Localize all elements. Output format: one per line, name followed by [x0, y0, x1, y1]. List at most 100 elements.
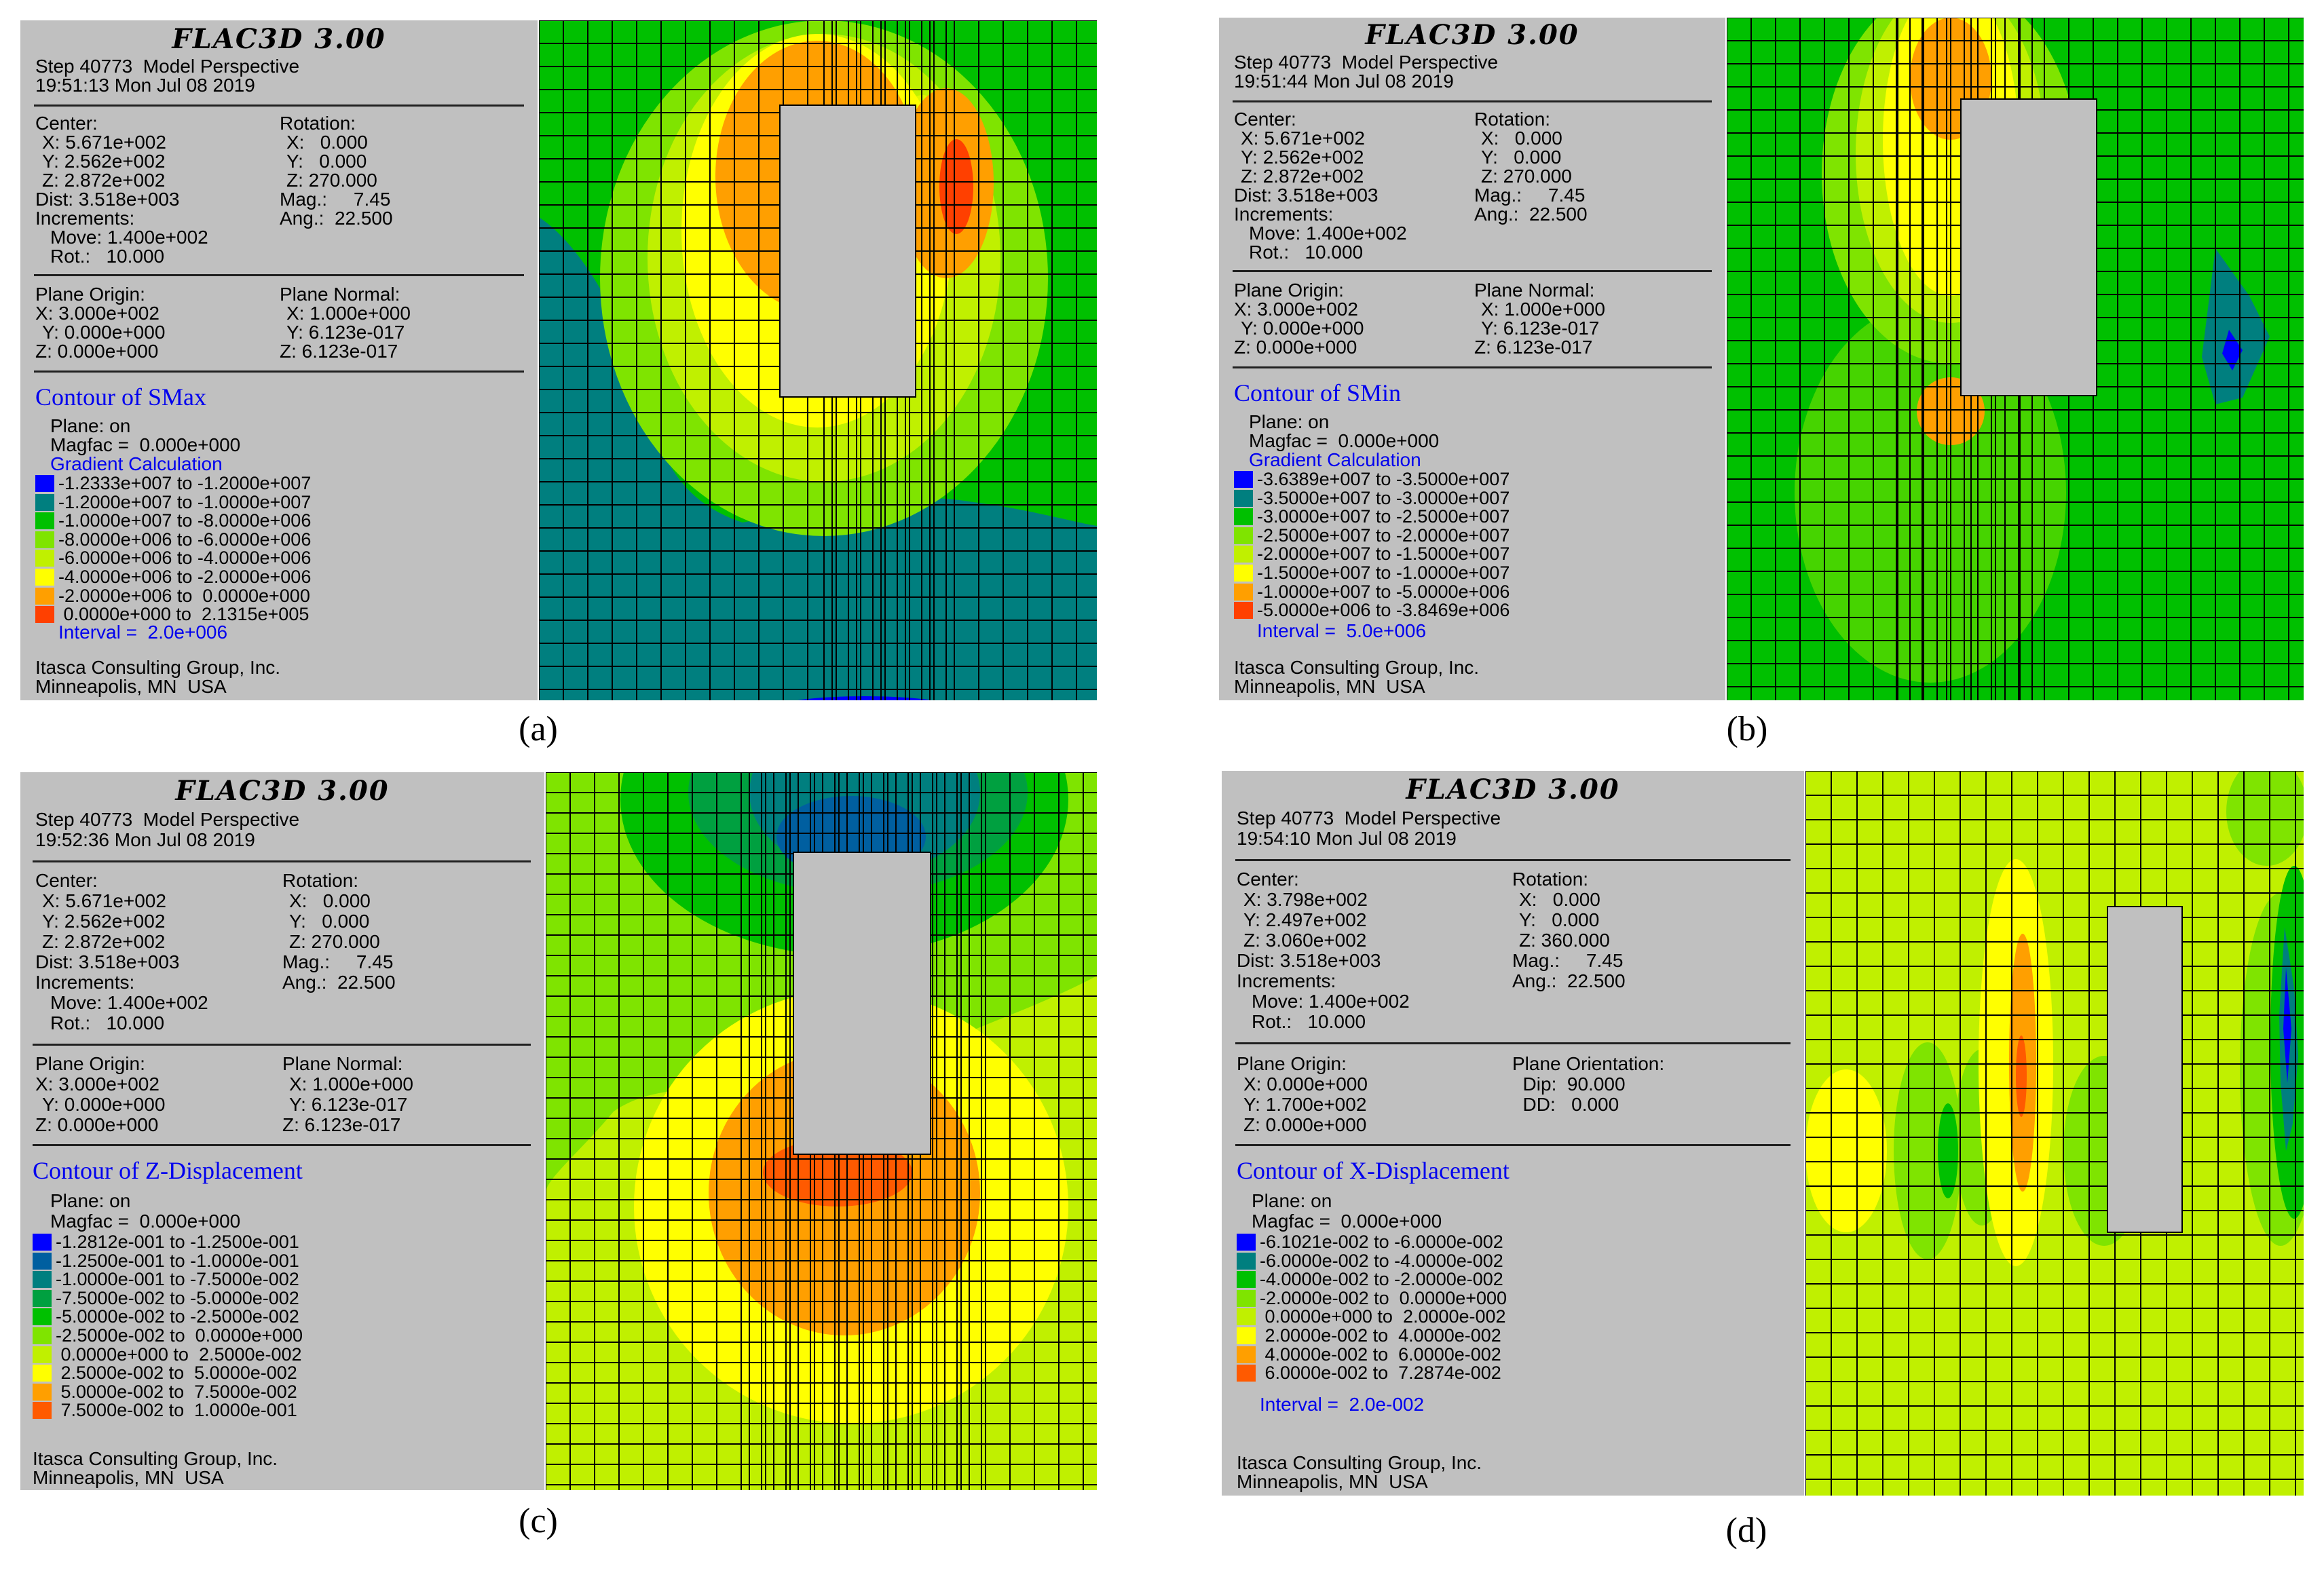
caption: (b): [1726, 710, 1768, 748]
legend-item: -1.2333e+007 to -1.2000e+007: [35, 473, 510, 493]
legend-label: -1.2000e+007 to -1.0000e+007: [58, 491, 312, 512]
legend-label: 7.5000e-002 to 1.0000e-001: [56, 1400, 297, 1421]
plane-orientation-label: Plane Orientation:: [1512, 1053, 1665, 1074]
dist-value: Dist: 3.518e+003: [1234, 185, 1379, 206]
mag-value: Mag.: 7.45: [1474, 185, 1586, 206]
step-label: Step 40773 Model Perspective: [35, 56, 300, 77]
divider: [33, 1044, 531, 1046]
legend-item: -2.5000e-002 to 0.0000e+000: [33, 1325, 521, 1346]
contour-band: [1805, 1069, 1887, 1232]
caption: (a): [519, 710, 558, 748]
contour-title: Contour of SMax: [35, 383, 206, 411]
legend-swatch: [35, 531, 54, 548]
plane-normal-label: Plane Normal:: [1474, 280, 1595, 301]
center-y: Y: 2.562e+002: [42, 911, 166, 932]
company-location: Minneapolis, MN USA: [1237, 1471, 1428, 1492]
divider: [34, 274, 524, 276]
ang-value: Ang.: 22.500: [282, 972, 396, 993]
divider: [1233, 366, 1712, 368]
contour-band: [2283, 968, 2291, 1083]
info-panel: FLAC3D 3.00 Step 40773 Model Perspective…: [20, 772, 544, 1490]
legend-swatch: [33, 1365, 52, 1382]
panel-a: FLAC3D 3.00 Step 40773 Model Perspective…: [20, 20, 1097, 748]
legend-label: 6.0000e-002 to 7.2874e-002: [1260, 1363, 1501, 1384]
interval-label: Interval = 2.0e-002: [1260, 1394, 1425, 1415]
legend-swatch: [33, 1252, 52, 1270]
legend-swatch: [1234, 508, 1253, 526]
rotation-y: Y: 0.000: [289, 911, 370, 932]
legend-item: -3.6389e+007 to -3.5000e+007: [1234, 470, 1709, 489]
mesh-grid: [546, 772, 1097, 1490]
legend-swatch: [1234, 471, 1253, 488]
plane-normal-y: Y: 6.123e-017: [289, 1094, 408, 1115]
legend-label: -6.0000e-002 to -4.0000e-002: [1260, 1250, 1503, 1271]
plane-origin-label: Plane Origin:: [35, 284, 145, 305]
legend-label: 0.0000e+000 to 2.1315e+005: [58, 604, 310, 625]
legend-item: -8.0000e+006 to -6.0000e+006: [35, 530, 510, 549]
center-y: Y: 2.562e+002: [1241, 147, 1364, 168]
legend-label: 5.0000e-002 to 7.5000e-002: [56, 1381, 297, 1402]
legend-label: 2.5000e-002 to 5.0000e-002: [56, 1363, 297, 1384]
gradient-label: Gradient Calculation: [1249, 449, 1421, 470]
legend-swatch: [33, 1346, 52, 1363]
company-name: Itasca Consulting Group, Inc.: [1234, 657, 1480, 678]
plane-on: Plane: on: [50, 1190, 131, 1211]
company-name: Itasca Consulting Group, Inc.: [35, 657, 281, 678]
plane-normal-x: X: 1.000e+000: [289, 1074, 413, 1095]
legend-swatch: [1234, 602, 1253, 620]
divider: [33, 860, 531, 862]
legend-item: -4.0000e+006 to -2.0000e+006: [35, 567, 510, 586]
legend-swatch: [35, 587, 54, 605]
legend-label: -2.0000e+007 to -1.5000e+007: [1257, 544, 1510, 565]
legend-swatch: [1237, 1289, 1256, 1307]
plane-normal-z: Z: 6.123e-017: [280, 341, 398, 362]
rotation-y: Y: 0.000: [1481, 147, 1562, 168]
legend-swatch: [1237, 1252, 1256, 1270]
plane-origin-y: Y: 0.000e+000: [42, 322, 166, 343]
rotation-x: X: 0.000: [1519, 889, 1600, 910]
rotation-x: X: 0.000: [286, 132, 368, 153]
center-x: X: 5.671e+002: [42, 132, 166, 153]
timestamp: 19:52:36 Mon Jul 08 2019: [35, 829, 255, 850]
plane-normal-x: X: 1.000e+000: [286, 303, 411, 324]
rotation-z: Z: 360.000: [1519, 930, 1610, 951]
legend-item: 2.5000e-002 to 5.0000e-002: [33, 1363, 521, 1382]
plane-on: Plane: on: [1252, 1190, 1332, 1211]
legend-label: -2.5000e-002 to 0.0000e+000: [56, 1325, 303, 1346]
legend-item: -6.0000e-002 to -4.0000e-002: [1237, 1251, 1725, 1270]
legend-item: -2.0000e+006 to 0.0000e+000: [35, 586, 510, 605]
info-panel: FLAC3D 3.00 Step 40773 Model Perspective…: [1219, 18, 1725, 700]
legend: -1.2812e-001 to -1.2500e-001 -1.2500e-001…: [33, 1232, 521, 1436]
legend-label: -1.2333e+007 to -1.2000e+007: [58, 473, 312, 493]
info-panel: FLAC3D 3.00 Step 40773 Model Perspective…: [20, 20, 538, 700]
caption: (c): [519, 1502, 558, 1540]
legend-swatch: [1234, 527, 1253, 544]
legend-swatch: [1234, 489, 1253, 507]
legend-item: -1.2500e-001 to -1.0000e-001: [33, 1251, 521, 1270]
legend-item: -2.0000e-002 to 0.0000e+000: [1237, 1289, 1725, 1308]
legend-item: -5.0000e-002 to -2.5000e-002: [33, 1307, 521, 1326]
center-label: Center:: [1234, 109, 1296, 130]
app-title: FLAC3D 3.00: [175, 775, 390, 807]
legend-item: 0.0000e+000 to 2.0000e-002: [1237, 1307, 1725, 1326]
company-location: Minneapolis, MN USA: [35, 676, 227, 697]
app-title: FLAC3D 3.00: [1406, 774, 1620, 805]
divider: [34, 104, 524, 107]
plane-normal-z: Z: 6.123e-017: [282, 1114, 401, 1135]
magfac: Magfac = 0.000e+000: [50, 1211, 241, 1232]
legend-swatch: [1237, 1346, 1256, 1363]
center-x: X: 3.798e+002: [1243, 889, 1368, 910]
center-z: Z: 3.060e+002: [1243, 930, 1367, 951]
plane-origin-x: X: 0.000e+000: [1243, 1074, 1368, 1095]
company-name: Itasca Consulting Group, Inc.: [1237, 1452, 1482, 1473]
legend-item: -6.0000e+006 to -4.0000e+006: [35, 548, 510, 567]
mag-value: Mag.: 7.45: [1512, 950, 1624, 971]
legend-swatch: [1237, 1234, 1256, 1251]
rotation-label: Rotation:: [280, 113, 356, 134]
plane-origin-z: Z: 0.000e+000: [35, 341, 159, 362]
legend-swatch: [35, 550, 54, 567]
increments-label: Increments:: [1234, 204, 1334, 225]
center-label: Center:: [35, 870, 98, 891]
mag-value: Mag.: 7.45: [280, 189, 391, 210]
plane-origin-z: Z: 0.000e+000: [1234, 337, 1357, 358]
